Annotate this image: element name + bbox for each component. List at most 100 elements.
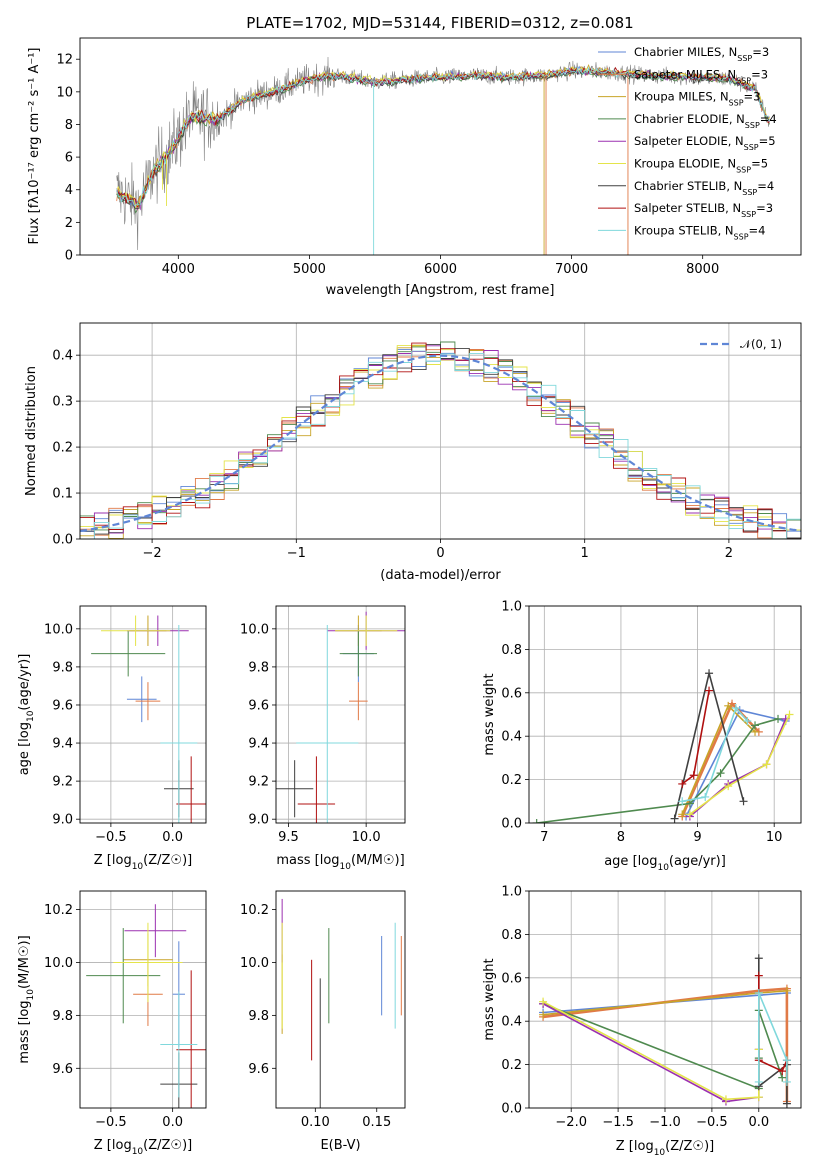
weight-marker [724,782,733,791]
x-tick-label: −0.5 [696,1115,728,1130]
weight-marker [751,721,760,730]
legend-label: Chabrier MILES, NSSP=3 [634,45,769,63]
x-axis-label: wavelength [Angstrom, rest frame] [326,283,555,298]
weight-line-chabrier-elodie [536,718,779,823]
x-tick-label: 10 [766,830,783,845]
y-tick-label: 9.2 [248,775,269,790]
axes-frame [275,605,406,824]
axes-Z-mass: −0.5 0.0 9.6 9.8 10.0 10.2 Z [log10(Z/Z☉)] mass… [17,890,207,1157]
weight-marker [754,1093,763,1102]
y-tick-label: 12 [56,53,73,68]
weight-marker [678,779,687,788]
weight-line-kroupa-stelib [757,992,788,1082]
weight-marker [705,686,714,695]
x-tick-label: 6000 [424,262,457,277]
x-tick-label: 0.10 [301,1115,330,1130]
y-axis-label: Normed distribution [24,366,39,496]
weight-marker [705,669,714,678]
legend-label: 𝒩(0, 1) [740,337,782,351]
axes-spectrum: 4000 5000 6000 7000 8000 0 2 4 6 8 10 12 Chabrier MI… [27,37,802,298]
axes-frame [79,37,802,256]
x-tick-label: 0.0 [162,1115,183,1130]
y-tick-label: 10.0 [44,956,73,971]
x-tick-label: −1.0 [649,1115,681,1130]
x-axis-label: (data-model)/error [380,568,501,583]
y-tick-label: 10.0 [240,956,269,971]
axes-ebv-mass: 0.10 0.15 9.6 9.8 10.0 10.2 E(B-V) [240,890,406,1153]
y-tick-label: 0.4 [501,730,522,745]
y-tick-label: 9.8 [52,1009,73,1024]
y-tick-label: 1.0 [501,600,522,615]
x-tick-label: 0 [436,546,444,561]
y-tick-label: 9.6 [52,698,73,713]
y-tick-label: 10.2 [240,903,269,918]
plot-area-mass-age [276,611,405,823]
x-tick-label: −1.5 [602,1115,634,1130]
axes-residuals: −2 −1 0 1 2 0.0 0.1 0.2 0.3 0.4 𝒩(0, 1) (data-model… [24,322,802,583]
histogram-salpeter-stelib [80,342,801,539]
y-tick-label: 0 [65,249,73,264]
x-tick-label: 8000 [686,262,719,277]
legend-label: Salpeter ELODIE, NSSP=5 [634,134,776,152]
weight-marker [743,717,752,726]
y-tick-label: 10.0 [44,622,73,637]
weight-marker [678,797,687,806]
y-tick-label: 10.0 [240,622,269,637]
y-tick-label: 4 [65,183,73,198]
x-tick-label: 10.0 [352,830,381,845]
y-tick-label: 9.0 [52,813,73,828]
weight-line-kroupa-stelib [682,706,748,803]
weight-marker [762,760,771,769]
weight-marker [739,797,748,806]
weight-marker [724,701,733,710]
weight-marker [782,986,791,995]
x-tick-label: 5000 [293,262,326,277]
x-tick-label: 9.5 [278,830,299,845]
y-tick-label: 6 [65,151,73,166]
weight-marker [539,1010,548,1019]
axes-frame [528,605,802,824]
x-tick-label: −2 [143,546,162,561]
y-tick-label: 0.6 [501,971,522,986]
figure-title: PLATE=1702, MJD=53144, FIBERID=0312, z=0… [246,14,633,32]
weight-marker [782,1056,791,1065]
weight-line-kroupa-elodie [689,714,791,815]
axes-age-weight: 7 8 9 10 0.0 0.2 0.4 0.6 0.8 1.0 age [log10(age/yr… [482,600,802,873]
x-axis-label: E(B-V) [320,1138,360,1153]
axes-Z-age: −0.5 0.0 9.0 9.2 9.4 9.6 9.8 10.0 Z [log10(Z/Z☉)… [17,605,207,872]
axes-frame [79,605,207,824]
x-tick-label: 4000 [162,262,195,277]
x-tick-label: −0.5 [95,830,127,845]
y-tick-label: 10 [56,85,73,100]
plot-area-Z-mass [86,904,206,1108]
weight-marker [689,771,698,780]
y-tick-label: 1.0 [501,885,522,900]
y-tick-label: 0.2 [501,773,522,788]
y-axis-label: Flux [fλ10⁻¹⁷ erg cm⁻² s⁻¹ A⁻¹] [27,48,42,245]
y-tick-label: 9.6 [248,698,269,713]
legend-label: Kroupa MILES, NSSP=3 [634,90,760,108]
y-tick-label: 0.8 [501,643,522,658]
weight-marker [539,997,548,1006]
legend-label: Kroupa STELIB, NSSP=4 [634,223,765,241]
weight-line-chabrier-elodie [542,1003,783,1090]
x-tick-label: 2 [725,546,733,561]
axes-frame [79,890,207,1109]
weight-marker [685,799,694,808]
normal-distribution-curve [80,354,801,532]
weight-marker [678,810,687,819]
weight-marker [731,703,740,712]
legend-spectrum: Chabrier MILES, NSSP=3 Salpeter MILES, NS… [598,45,777,241]
model-spectrum-kroupa-stelib [116,66,770,207]
y-tick-label: 0.6 [501,686,522,701]
y-tick-label: 0.4 [501,1015,522,1030]
x-tick-label: 0.15 [362,1115,391,1130]
y-tick-label: 9.6 [52,1062,73,1077]
axes-frame [528,890,802,1109]
y-tick-label: 9.8 [248,660,269,675]
plot-area-spectrum [116,56,770,255]
weight-marker [782,1099,791,1108]
weight-marker [721,1095,730,1104]
axes-frame [79,322,802,540]
